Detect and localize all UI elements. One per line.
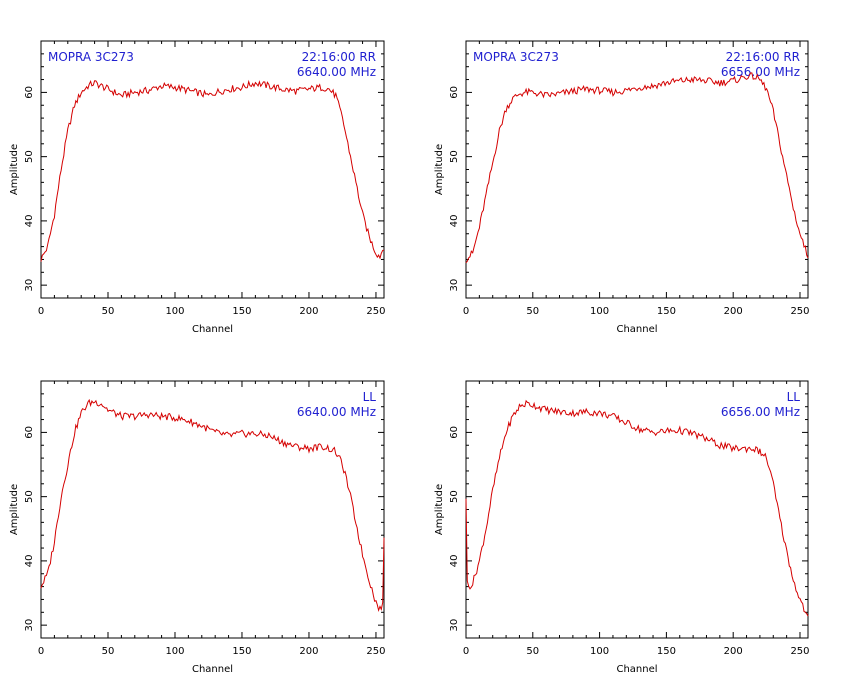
x-axis-title: Channel (192, 664, 233, 675)
y-tick-label: 50 (449, 150, 460, 163)
x-tick-label: 0 (38, 646, 44, 657)
y-tick-label: 40 (24, 555, 35, 568)
x-tick-label: 250 (790, 306, 809, 317)
time-polarization-annotation: LL (787, 390, 801, 404)
y-tick-label: 40 (449, 215, 460, 228)
y-tick-label: 50 (24, 490, 35, 503)
panel-ll-6656: 0 50 100 150 200 250 30 40 50 60 Channel Amplitude L… (434, 380, 810, 675)
x-tick-label: 0 (463, 646, 469, 657)
y-axis-title: Amplitude (9, 144, 20, 195)
panel-rr-6640: 0 50 100 150 200 250 30 40 50 60 Channel Amplitude M… (9, 40, 386, 335)
y-tick-label: 30 (24, 279, 35, 292)
frequency-annotation: 6656.00 MHz (721, 65, 800, 79)
x-tick-label: 100 (165, 646, 184, 657)
frequency-annotation: 6640.00 MHz (297, 405, 376, 419)
x-tick-label: 150 (232, 306, 251, 317)
y-axis-title: Amplitude (434, 144, 445, 195)
spectrum-trace (465, 72, 809, 264)
y-tick-label: 40 (24, 215, 35, 228)
spectrum-trace (40, 79, 385, 262)
x-tick-label: 50 (102, 646, 115, 657)
y-tick-label: 30 (449, 619, 460, 632)
panel-rr-6656: 0 50 100 150 200 250 30 40 50 60 Channel Amplitude M… (434, 40, 810, 335)
x-tick-label: 50 (526, 646, 539, 657)
x-tick-label: 200 (724, 646, 743, 657)
frequency-annotation: 6640.00 MHz (297, 65, 376, 79)
x-tick-label: 100 (590, 646, 609, 657)
x-tick-label: 250 (366, 646, 385, 657)
x-tick-label: 50 (526, 306, 539, 317)
x-tick-label: 150 (657, 646, 676, 657)
x-tick-label: 150 (232, 646, 251, 657)
x-tick-label: 200 (299, 646, 318, 657)
panel-ll-6640: 0 50 100 150 200 250 30 40 50 60 Channel Amplitude L… (9, 380, 386, 675)
time-polarization-annotation: LL (363, 390, 377, 404)
x-tick-label: 250 (366, 306, 385, 317)
y-tick-label: 30 (449, 279, 460, 292)
spectrum-trace (40, 398, 385, 613)
x-tick-label: 250 (790, 646, 809, 657)
time-polarization-annotation: 22:16:00 RR (726, 50, 800, 64)
y-tick-label: 60 (24, 426, 35, 439)
x-tick-label: 0 (463, 306, 469, 317)
x-tick-label: 100 (165, 306, 184, 317)
y-tick-label: 50 (24, 150, 35, 163)
x-axis-title: Channel (192, 324, 233, 335)
x-tick-label: 100 (590, 306, 609, 317)
y-tick-label: 60 (449, 426, 460, 439)
y-tick-label: 60 (24, 86, 35, 99)
x-axis-title: Channel (616, 664, 657, 675)
y-tick-label: 30 (24, 619, 35, 632)
x-tick-label: 150 (657, 306, 676, 317)
x-tick-label: 50 (102, 306, 115, 317)
time-polarization-annotation: 22:16:00 RR (302, 50, 376, 64)
x-tick-label: 0 (38, 306, 44, 317)
source-annotation: MOPRA 3C273 (473, 50, 559, 64)
y-axis-title: Amplitude (434, 484, 445, 535)
x-axis-title: Channel (616, 324, 657, 335)
x-tick-label: 200 (724, 306, 743, 317)
source-annotation: MOPRA 3C273 (48, 50, 134, 64)
y-axis-title: Amplitude (9, 484, 20, 535)
y-tick-label: 50 (449, 490, 460, 503)
y-tick-label: 40 (449, 555, 460, 568)
spectrum-trace (465, 399, 809, 617)
x-tick-label: 200 (299, 306, 318, 317)
frequency-annotation: 6656.00 MHz (721, 405, 800, 419)
y-tick-label: 60 (449, 86, 460, 99)
